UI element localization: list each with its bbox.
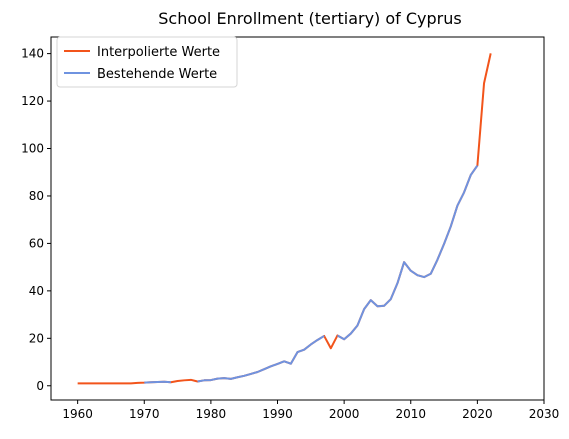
legend-label-interpolated: Interpolierte Werte: [97, 45, 220, 60]
y-tick-label: 0: [36, 379, 44, 393]
x-tick-label: 2000: [329, 407, 360, 421]
legend-label-existing: Bestehende Werte: [97, 67, 217, 82]
series-existing-line: [144, 166, 477, 383]
y-tick-label: 40: [29, 284, 44, 298]
y-axis: 0 20 40 60 80 100 120 140: [21, 47, 51, 393]
x-axis: 1960 1970 1980 1990 2000 2010 2020 2030: [62, 400, 559, 421]
x-tick-label: 1970: [129, 407, 160, 421]
y-tick-label: 20: [29, 331, 44, 345]
y-tick-label: 60: [29, 236, 44, 250]
x-tick-label: 1960: [62, 407, 93, 421]
x-tick-label: 1980: [196, 407, 227, 421]
y-tick-label: 100: [21, 142, 44, 156]
x-tick-label: 2030: [529, 407, 560, 421]
y-tick-label: 140: [21, 47, 44, 61]
legend: Interpolierte Werte Bestehende Werte: [57, 37, 237, 87]
series-interpolated-line: [78, 53, 491, 383]
chart-title: School Enrollment (tertiary) of Cyprus: [158, 9, 461, 28]
x-tick-label: 2010: [395, 407, 426, 421]
x-tick-label: 1990: [262, 407, 293, 421]
plot-lines: [78, 53, 491, 383]
y-tick-label: 120: [21, 94, 44, 108]
plot-frame: [51, 37, 544, 400]
y-tick-label: 80: [29, 189, 44, 203]
x-tick-label: 2020: [462, 407, 493, 421]
